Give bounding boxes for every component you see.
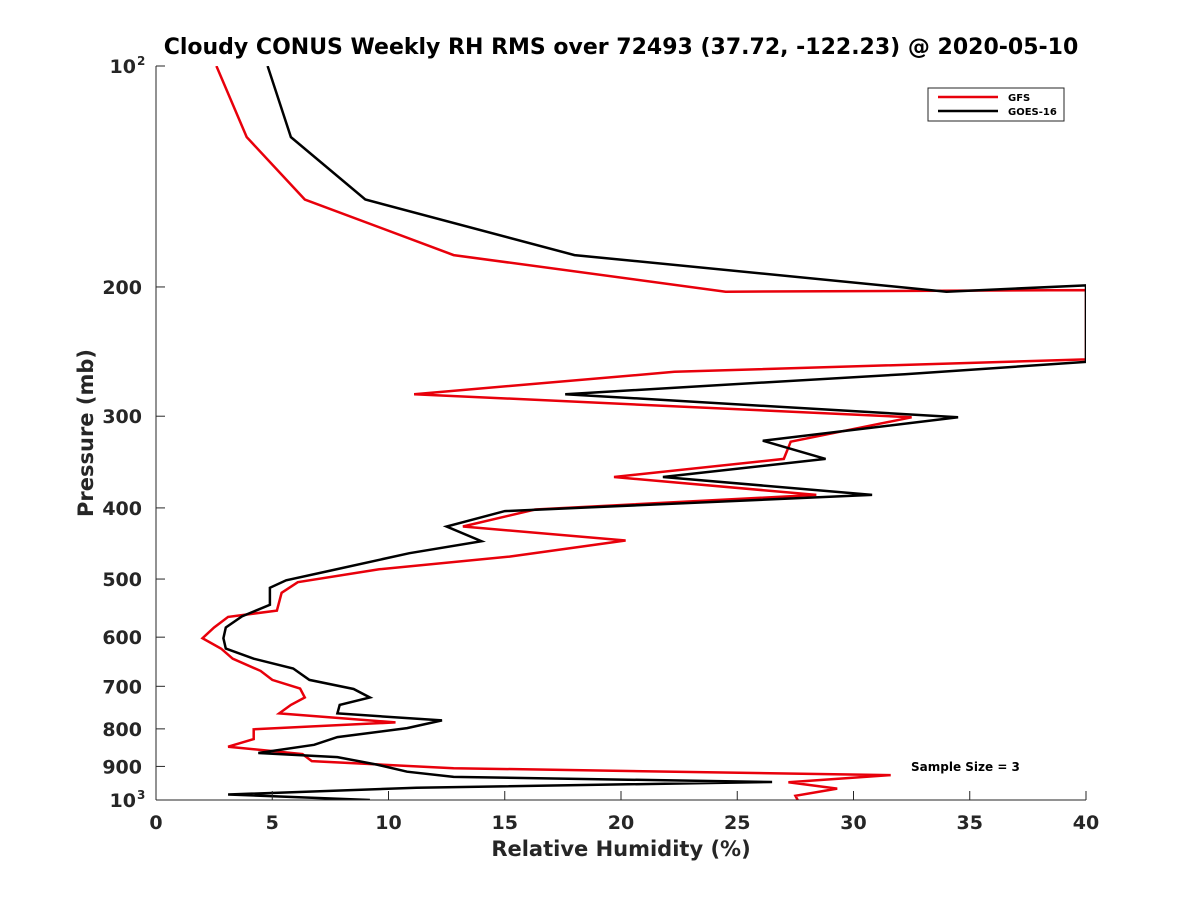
sample-size-annotation: Sample Size = 3 [911, 760, 1020, 774]
y-tick-label: 400 [102, 498, 142, 520]
y-tick-label: 900 [102, 756, 142, 778]
y-tick-label: 800 [102, 719, 142, 741]
legend-label-goes-16: GOES-16 [1008, 107, 1057, 118]
x-tick-label: 20 [608, 812, 634, 834]
legend-box [927, 87, 1065, 122]
x-axis-ticks: 0 5 10 15 20 25 30 35 40 [149, 791, 1099, 834]
series-line-goes-16 [222, 66, 1086, 800]
series-layer [200, 66, 1086, 800]
legend: GFS GOES-16 [927, 87, 1065, 122]
x-tick-label: 5 [266, 812, 279, 834]
x-tick-label: 15 [492, 812, 518, 834]
y-tick-label: 500 [102, 569, 142, 591]
y-tick-label: 10 3 [110, 788, 146, 812]
y-tick-label: 10 2 [110, 54, 146, 78]
y-tick-label: 300 [102, 406, 142, 428]
y-tick-label-exponent: 2 [137, 54, 145, 68]
x-tick-label: 25 [724, 812, 750, 834]
chart-title: Cloudy CONUS Weekly RH RMS over 72493 (3… [164, 35, 1079, 60]
legend-label-gfs: GFS [1008, 93, 1030, 104]
y-tick-label-base: 10 [110, 56, 136, 78]
x-tick-label: 0 [149, 812, 162, 834]
y-axis-label: Pressure (mb) [74, 349, 98, 517]
series-line-gfs [200, 66, 1086, 800]
y-tick-label: 600 [102, 627, 142, 649]
x-axis-label: Relative Humidity (%) [491, 837, 750, 861]
y-tick-label-base: 10 [110, 790, 136, 812]
x-tick-label: 10 [375, 812, 401, 834]
y-tick-label-exponent: 3 [137, 788, 145, 802]
x-tick-label: 30 [840, 812, 866, 834]
y-tick-label: 200 [102, 277, 142, 299]
x-tick-label: 35 [957, 812, 983, 834]
x-tick-label: 40 [1073, 812, 1099, 834]
y-tick-label: 700 [102, 676, 142, 698]
